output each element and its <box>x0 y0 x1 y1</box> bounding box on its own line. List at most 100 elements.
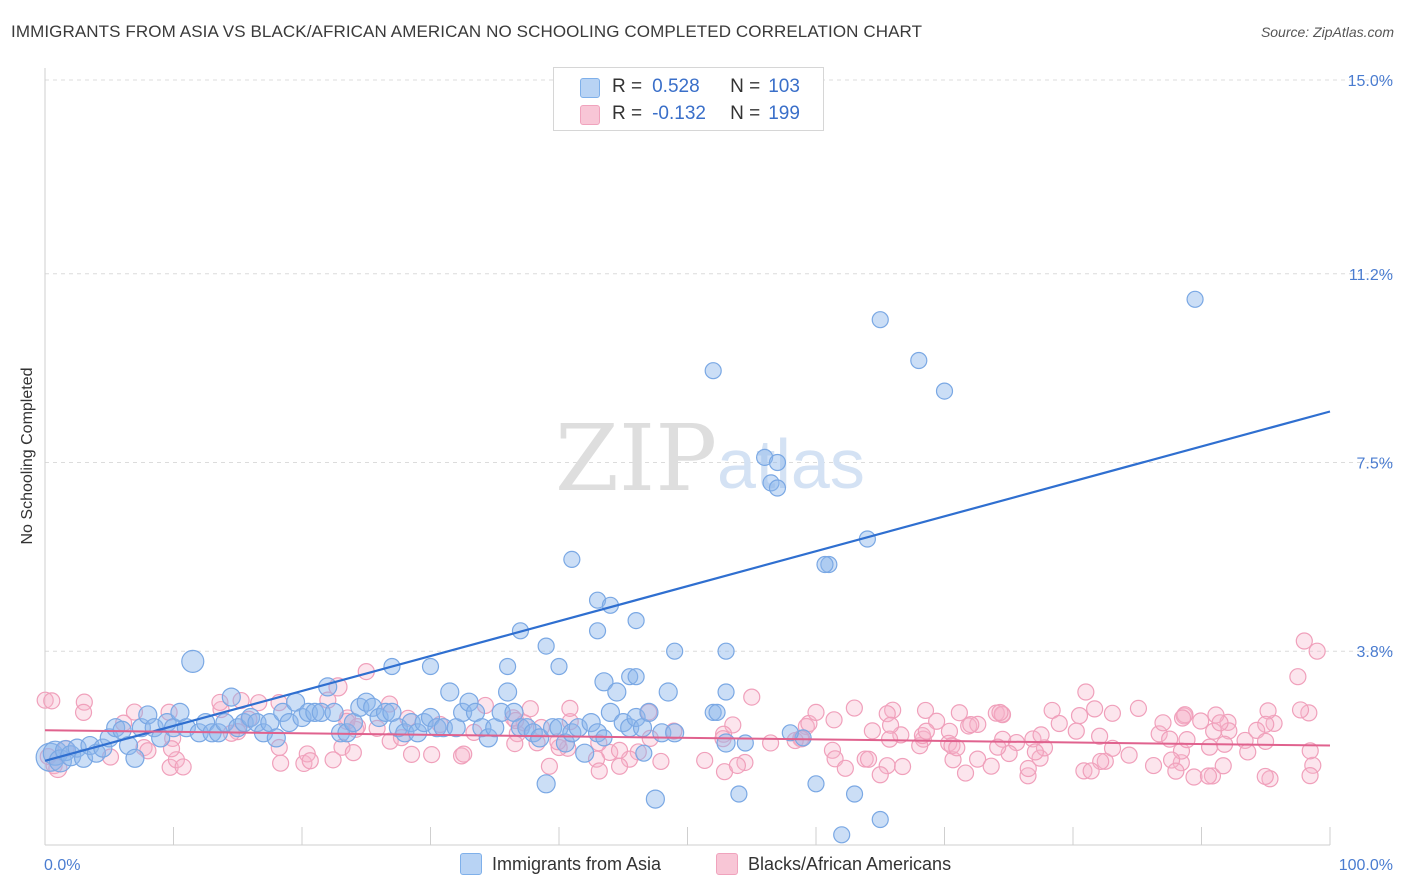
blacks-point <box>761 734 780 752</box>
blacks-point <box>1161 730 1179 748</box>
asia-point <box>704 362 722 380</box>
blacks-point <box>743 688 761 706</box>
blacks-point <box>174 758 192 776</box>
blacks-point <box>1211 714 1229 732</box>
chart-title: IMMIGRANTS FROM ASIA VS BLACK/AFRICAN AM… <box>11 22 923 41</box>
blacks-point <box>881 716 900 734</box>
legend-row-asia: R = 0.528 N = 103 <box>580 74 800 100</box>
blacks-point <box>982 757 1000 775</box>
blacks-point <box>917 722 935 740</box>
x-tick-labels: 0.0% 100.0% <box>44 857 1393 874</box>
asia-point <box>125 748 145 768</box>
asia-point <box>427 718 447 738</box>
blacks-point <box>211 693 229 712</box>
asia-trend-line <box>44 410 1331 762</box>
blacks-point <box>1192 712 1210 730</box>
blacks-point <box>1162 751 1181 769</box>
blacks-point <box>863 722 881 740</box>
asia-point <box>440 682 460 702</box>
asia-point <box>627 668 645 686</box>
blacks-point <box>911 737 929 755</box>
blacks-point <box>1120 746 1138 764</box>
blacks-point <box>1308 642 1326 660</box>
asia-point <box>816 555 834 574</box>
blacks-point <box>956 764 975 782</box>
blacks-point <box>1103 704 1122 722</box>
blacks-point <box>916 701 935 720</box>
asia-point <box>600 702 621 723</box>
asia-point <box>871 810 889 829</box>
asia-point <box>363 697 383 717</box>
blacks-point <box>39 747 57 766</box>
blacks-point <box>1256 767 1274 786</box>
blacks-point <box>1043 701 1061 720</box>
y-tick-label: 15.0% <box>1348 73 1393 90</box>
blacks-point <box>1167 762 1185 780</box>
blacks-point <box>1257 715 1275 733</box>
blacks-point <box>43 692 61 710</box>
asia-point <box>708 703 726 722</box>
blacks-point <box>344 744 362 762</box>
watermark: ZIP atlas <box>555 405 865 512</box>
asia-point <box>388 718 408 738</box>
blacks-point <box>1032 726 1050 744</box>
asia-point <box>871 311 889 329</box>
asia-point <box>613 712 633 733</box>
trend-lines <box>44 410 1331 762</box>
asia-point <box>665 723 685 743</box>
blacks-point <box>989 738 1007 756</box>
asia-point <box>408 723 428 743</box>
asia-point <box>181 649 205 674</box>
blacks-point <box>74 703 93 722</box>
blacks-point <box>1082 762 1100 780</box>
blacks-point <box>1154 714 1172 732</box>
asia-point <box>324 702 344 723</box>
asia-point <box>555 733 576 753</box>
y-tick-label: 3.8% <box>1357 644 1393 661</box>
blacks-point <box>836 759 854 777</box>
blacks-point <box>162 740 181 758</box>
blacks-point <box>1200 738 1219 756</box>
legend-r-value-asia: 0.528 <box>652 76 700 97</box>
asia-point <box>273 702 293 723</box>
blacks-point <box>1173 709 1192 727</box>
asia-point <box>621 668 639 686</box>
asia-point <box>537 637 555 655</box>
blacks-point <box>991 703 1009 722</box>
blacks-point <box>1304 756 1322 774</box>
blacks-trend-line <box>44 729 1331 747</box>
blacks-point <box>1301 767 1319 785</box>
asia-point <box>498 682 518 702</box>
legend-row-blacks: R = -0.132 N = 199 <box>580 101 800 127</box>
asia-point <box>716 733 736 753</box>
legend-r-value-blacks: -0.132 <box>652 103 706 124</box>
blacks-point <box>590 762 608 780</box>
asia-point <box>563 550 581 569</box>
asia-point <box>279 712 299 733</box>
blacks-point <box>871 766 889 784</box>
blacks-point <box>1019 767 1037 785</box>
asia-point <box>221 687 241 707</box>
blacks-point <box>728 756 747 775</box>
asia-point <box>820 555 838 574</box>
asia-point <box>627 611 645 630</box>
watermark-zip: ZIP <box>555 405 717 512</box>
blacks-point <box>423 746 441 764</box>
legend-swatch-asia <box>580 78 600 98</box>
source-credit: Source: ZipAtlas.com <box>1260 24 1394 40</box>
bottom-legend-blacks: Blacks/African Americans <box>716 852 951 876</box>
asia-point <box>594 672 614 692</box>
blacks-point <box>1026 743 1044 761</box>
blacks-point <box>629 743 647 761</box>
blacks-point <box>167 751 186 769</box>
asia-point <box>499 657 517 676</box>
blacks-point <box>1291 701 1310 719</box>
blacks-point <box>940 722 959 740</box>
blacks-point <box>402 745 421 763</box>
blacks-point <box>272 754 290 772</box>
blacks-point <box>1077 683 1095 701</box>
asia-point <box>575 743 595 763</box>
asia-point <box>807 775 825 793</box>
y-tick-labels: 3.8% 7.5% 11.2% 15.0% <box>1348 73 1393 661</box>
